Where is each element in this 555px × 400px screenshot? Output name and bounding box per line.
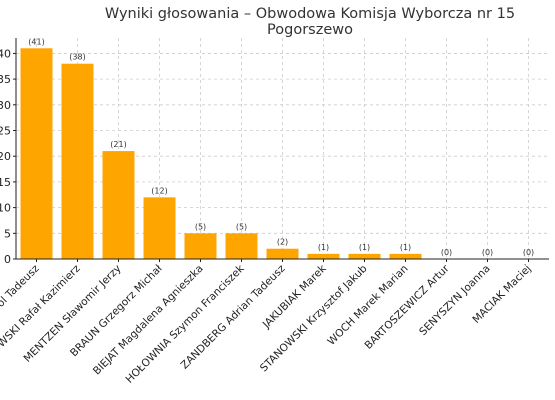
- bar: [184, 233, 217, 259]
- y-tick-label: 15: [0, 176, 11, 189]
- y-tick-label: 20: [0, 150, 11, 163]
- bar: [20, 48, 53, 259]
- y-tick-label: 10: [0, 202, 11, 215]
- data-label: (0): [523, 248, 534, 257]
- data-labels: (41) (38) (21) (12) (5) (5) (2) (1) (1) (1) (0) (0)…: [28, 37, 534, 257]
- data-label: (0): [441, 248, 452, 257]
- bar: [266, 248, 299, 259]
- chart-title-line-1: Wyniki głosowania – Obwodowa Komisja Wyb…: [105, 6, 515, 22]
- y-tick-label: 30: [0, 99, 11, 112]
- bar: [102, 151, 135, 259]
- chart-title-line-2: Pogorszewo: [267, 22, 353, 38]
- x-tick-label: WOCH Marek Marian: [325, 263, 410, 348]
- data-label: (1): [400, 243, 411, 252]
- data-label: (1): [318, 243, 329, 252]
- y-tick-label: 40: [0, 47, 11, 60]
- y-tick-label: 0: [4, 253, 11, 266]
- bar: [348, 253, 381, 259]
- data-label: (0): [482, 248, 493, 257]
- data-label: (41): [28, 37, 44, 46]
- data-label: (38): [69, 53, 85, 62]
- x-tick-label: SENYSZYN Joanna: [417, 263, 492, 338]
- bar: [225, 233, 258, 259]
- data-label: (12): [151, 186, 167, 195]
- data-label: (21): [110, 140, 126, 149]
- bars: [20, 48, 422, 259]
- data-label: (2): [277, 238, 288, 247]
- bar: [143, 197, 176, 259]
- bar: [61, 63, 94, 259]
- data-label: (5): [236, 222, 247, 231]
- grid-lines: [16, 38, 549, 260]
- bar: [389, 253, 422, 259]
- data-label: (1): [359, 243, 370, 252]
- y-tick-label: 25: [0, 125, 11, 138]
- bar: [307, 253, 340, 259]
- data-label: (5): [195, 222, 206, 231]
- y-tick-label: 5: [4, 227, 11, 240]
- y-tick-labels: 0 5 10 15 20 25 30 35 40: [0, 47, 16, 266]
- y-tick-label: 35: [0, 73, 11, 86]
